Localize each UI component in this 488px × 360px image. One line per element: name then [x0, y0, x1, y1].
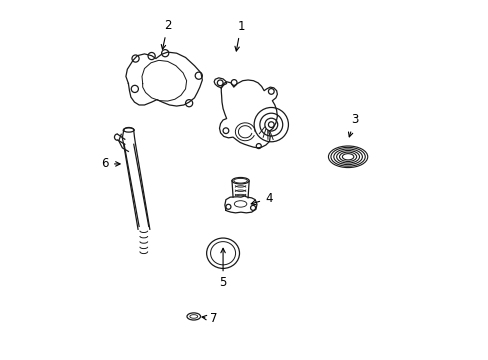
Text: 4: 4 [251, 192, 272, 205]
Text: 6: 6 [101, 157, 120, 170]
Text: 7: 7 [202, 312, 218, 325]
Text: 1: 1 [234, 20, 244, 51]
Text: 5: 5 [219, 248, 226, 289]
Text: 3: 3 [348, 113, 358, 137]
Text: 2: 2 [161, 19, 171, 49]
